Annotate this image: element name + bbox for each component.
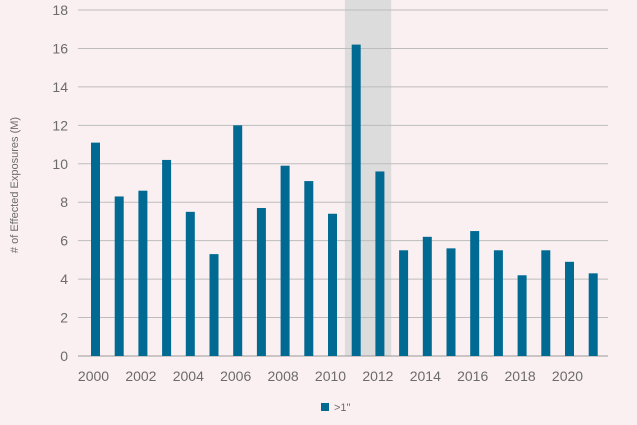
legend: >1" — [321, 402, 351, 414]
x-tick-label: 2016 — [457, 368, 488, 384]
bar-2016 — [470, 231, 480, 356]
bar-2009 — [304, 181, 314, 356]
bar-2000 — [91, 142, 100, 356]
bar-2017 — [493, 250, 503, 356]
bar-2020 — [565, 261, 574, 356]
bar-2004 — [185, 211, 195, 356]
y-tick-label: 4 — [60, 271, 68, 287]
x-tick-label: 2002 — [125, 368, 156, 384]
x-tick-label: 2018 — [505, 368, 536, 384]
bar-2010 — [328, 213, 337, 356]
bar-2013 — [399, 250, 409, 356]
x-tick-label: 2000 — [78, 368, 109, 384]
x-tick-label: 2012 — [362, 368, 393, 384]
bar-2019 — [541, 250, 551, 356]
x-tick-label: 2008 — [268, 368, 299, 384]
legend-swatch — [321, 403, 329, 411]
x-tick-label: 2014 — [410, 368, 441, 384]
bar-2014 — [422, 236, 432, 356]
bar-2002 — [138, 190, 148, 356]
y-tick-label: 12 — [52, 117, 68, 133]
bar-2015 — [446, 248, 456, 356]
bar-2006 — [233, 125, 243, 356]
x-tick-label: 2004 — [173, 368, 204, 384]
x-tick-label: 2006 — [220, 368, 251, 384]
y-tick-label: 10 — [52, 156, 68, 172]
y-tick-label: 0 — [60, 348, 68, 364]
y-tick-label: 16 — [52, 40, 68, 56]
y-axis-label: # of Effected Exposures (M) — [9, 117, 21, 253]
bar-2018 — [517, 275, 527, 356]
x-tick-label: 2010 — [315, 368, 346, 384]
y-tick-label: 14 — [52, 79, 68, 95]
bar-2003 — [162, 159, 172, 356]
bar-2008 — [280, 165, 290, 356]
bar-2007 — [256, 207, 266, 356]
y-tick-label: 8 — [60, 194, 68, 210]
x-tick-label: 2020 — [552, 368, 583, 384]
bar-2011 — [351, 44, 361, 356]
bar-2001 — [114, 196, 124, 356]
bar-2021 — [588, 273, 598, 356]
legend-label: >1" — [334, 402, 351, 414]
bar-2012 — [375, 171, 385, 356]
y-tick-label: 6 — [60, 233, 68, 249]
bar-2005 — [209, 254, 219, 356]
y-tick-label: 18 — [52, 2, 68, 18]
y-tick-label: 2 — [60, 310, 68, 326]
